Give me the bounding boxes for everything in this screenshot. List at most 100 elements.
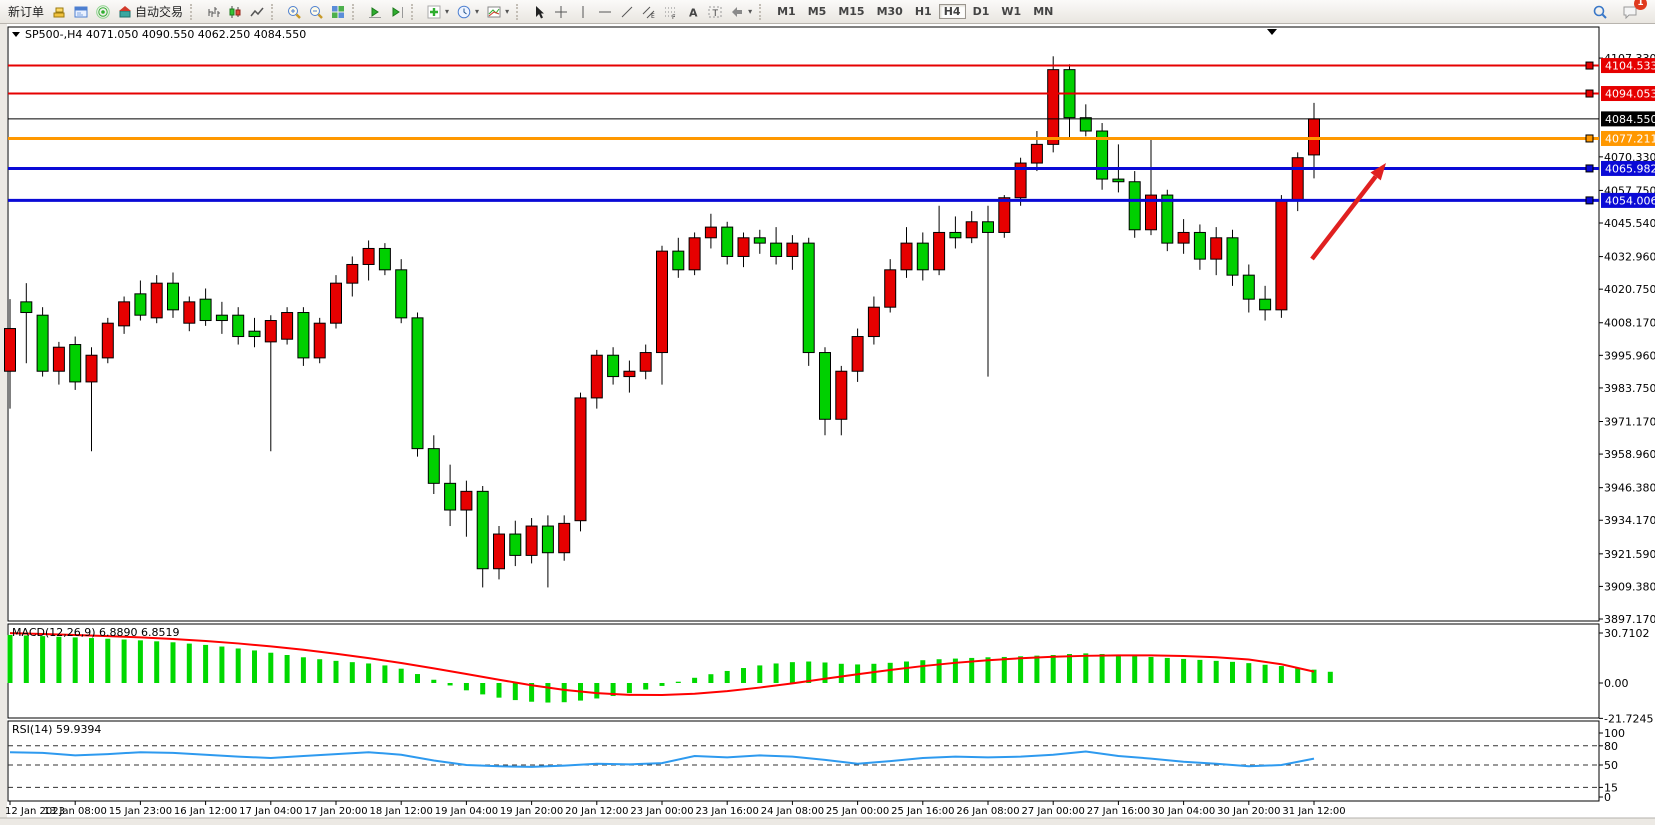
notifications-icon[interactable]: 1 — [1619, 0, 1647, 23]
svg-text:4094.053: 4094.053 — [1605, 88, 1655, 101]
horizontal-line-icon[interactable] — [594, 1, 616, 23]
bar-chart-icon[interactable] — [202, 1, 224, 23]
chart-shift-icon[interactable] — [386, 1, 408, 23]
gold-icon[interactable] — [48, 1, 70, 23]
text-icon[interactable]: A — [682, 1, 704, 23]
timeframe-M1[interactable]: M1 — [777, 4, 796, 18]
price-label-4065.982 — [1601, 160, 1655, 176]
price-axis-tick: 3921.590 — [1604, 548, 1655, 561]
macd-label: MACD(12,26,9) 6.8890 6.8519 — [12, 626, 180, 639]
line-chart-icon[interactable] — [246, 1, 268, 23]
price-axis-tick: 4032.960 — [1604, 251, 1655, 264]
rsi-panel[interactable] — [7, 720, 1600, 802]
time-axis-label: 13 Jan 08:00 — [44, 806, 107, 817]
toolbar-grip — [190, 3, 197, 20]
time-axis-label: 27 Jan 00:00 — [1022, 806, 1085, 817]
rsi-axis-tick: 0 — [1604, 791, 1611, 804]
periods-icon[interactable]: ▾ — [453, 1, 483, 23]
svg-text:4054.006: 4054.006 — [1605, 194, 1655, 207]
time-axis-label: 19 Jan 20:00 — [500, 806, 563, 817]
price-label-4084.550 — [1601, 111, 1655, 127]
time-axis-label: 20 Jan 12:00 — [565, 806, 628, 817]
cursor-icon[interactable] — [528, 1, 550, 23]
time-axis-label: 31 Jan 12:00 — [1282, 806, 1345, 817]
toolbar-grip — [352, 3, 359, 20]
toolbar-grip — [411, 3, 418, 20]
time-axis-label: 23 Jan 00:00 — [630, 806, 693, 817]
channel-icon[interactable]: E — [638, 1, 660, 23]
rsi-label: RSI(14) 59.9394 — [12, 723, 101, 736]
candlestick-icon[interactable] — [224, 1, 246, 23]
price-axis-tick: 3958.960 — [1604, 448, 1655, 461]
time-axis-label: 15 Jan 23:00 — [109, 806, 172, 817]
auto-scroll-icon[interactable] — [364, 1, 386, 23]
timeframe-W1[interactable]: W1 — [1001, 4, 1022, 18]
price-label-4104.533 — [1601, 58, 1655, 74]
chart-title: SP500-,H4 4071.050 4090.550 4062.250 408… — [25, 28, 306, 41]
time-axis-label: 17 Jan 04:00 — [239, 806, 302, 817]
macd-axis-tick: 30.7102 — [1604, 627, 1650, 640]
signals-icon[interactable] — [92, 1, 114, 23]
trendline-icon[interactable] — [616, 1, 638, 23]
text-label-icon[interactable]: T — [704, 1, 726, 23]
status-strip — [0, 818, 1655, 825]
time-axis-label: 30 Jan 20:00 — [1217, 806, 1280, 817]
vertical-line-icon[interactable] — [572, 1, 594, 23]
crosshair-icon[interactable] — [550, 1, 572, 23]
macd-panel[interactable] — [7, 623, 1600, 719]
price-axis-tick: 3909.380 — [1604, 580, 1655, 593]
rsi-axis-tick: 15 — [1604, 781, 1618, 794]
macd-axis-tick: -21.7245 — [1604, 712, 1653, 725]
autotrade-button[interactable]: 自动交易 — [114, 1, 187, 23]
time-axis-label: 16 Jan 12:00 — [174, 806, 237, 817]
price-axis-tick: 4070.330 — [1604, 151, 1655, 164]
price-axis-tick: 4008.170 — [1604, 317, 1655, 330]
time-axis-label: 30 Jan 04:00 — [1152, 806, 1215, 817]
svg-text:4065.982: 4065.982 — [1605, 162, 1655, 175]
timeframe-H1[interactable]: H1 — [914, 4, 932, 18]
search-icon[interactable] — [1589, 1, 1611, 23]
svg-text:4077.211: 4077.211 — [1605, 132, 1655, 145]
rsi-line — [9, 750, 1315, 768]
trend-arrow-head[interactable] — [1370, 163, 1386, 181]
scroll-end-marker[interactable] — [1267, 29, 1277, 35]
templates-icon[interactable]: ▾ — [483, 1, 513, 23]
macd-axis-tick: 0.00 — [1604, 677, 1629, 690]
window-left-edge — [0, 24, 7, 818]
time-axis-label: 24 Jan 08:00 — [761, 806, 824, 817]
timeframe-M15[interactable]: M15 — [838, 4, 865, 18]
price-axis-tick: 3897.170 — [1604, 613, 1655, 626]
svg-text:4104.533: 4104.533 — [1605, 60, 1655, 73]
chart-window[interactable]: 4107.3304070.3304057.7504045.5404032.960… — [0, 24, 1655, 825]
zoom-in-icon[interactable] — [283, 1, 305, 23]
fibonacci-icon[interactable]: F — [660, 1, 682, 23]
timeframe-MN[interactable]: MN — [1033, 4, 1054, 18]
price-label-4054.006 — [1601, 192, 1655, 208]
price-axis-tick: 3946.380 — [1604, 482, 1655, 495]
price-axis-tick: 4020.750 — [1604, 283, 1655, 296]
terminal-icon[interactable] — [70, 1, 92, 23]
trend-arrow[interactable] — [1310, 175, 1378, 261]
rsi-axis-tick: 80 — [1604, 740, 1618, 753]
chart-canvas[interactable]: 4107.3304070.3304057.7504045.5404032.960… — [0, 24, 1655, 825]
svg-text:T: T — [712, 9, 719, 19]
autotrade-icon — [118, 5, 132, 19]
timeframe-H4[interactable]: H4 — [938, 3, 966, 19]
timeframe-M5[interactable]: M5 — [807, 4, 827, 18]
price-axis-tick: 3971.170 — [1604, 415, 1655, 428]
candles — [4, 56, 1320, 588]
chart-title-expander[interactable] — [12, 32, 20, 37]
timeframe-bar: M1 M5 M15 M30 H1 H4 D1 W1 MN — [771, 3, 1059, 20]
time-axis-label: 12 Jan 2023 — [5, 806, 65, 817]
tile-windows-icon[interactable] — [327, 1, 349, 23]
macd-signal-line — [9, 632, 1315, 697]
indicators-icon[interactable]: ▾ — [423, 1, 453, 23]
new-order-button[interactable]: 新订单 — [8, 5, 45, 19]
timeframe-D1[interactable]: D1 — [972, 4, 990, 18]
price-axis-tick: 3934.170 — [1604, 514, 1655, 527]
timeframe-M30[interactable]: M30 — [876, 4, 903, 18]
toolbar: 新订单 自动交易 ▾ ▾ ▾ E F A T ▾ M1 M5 M15 M30 H1 H4 D… — [0, 0, 1655, 24]
zoom-out-icon[interactable] — [305, 1, 327, 23]
time-axis-label: 17 Jan 20:00 — [304, 806, 367, 817]
arrows-icon[interactable]: ▾ — [726, 1, 756, 23]
